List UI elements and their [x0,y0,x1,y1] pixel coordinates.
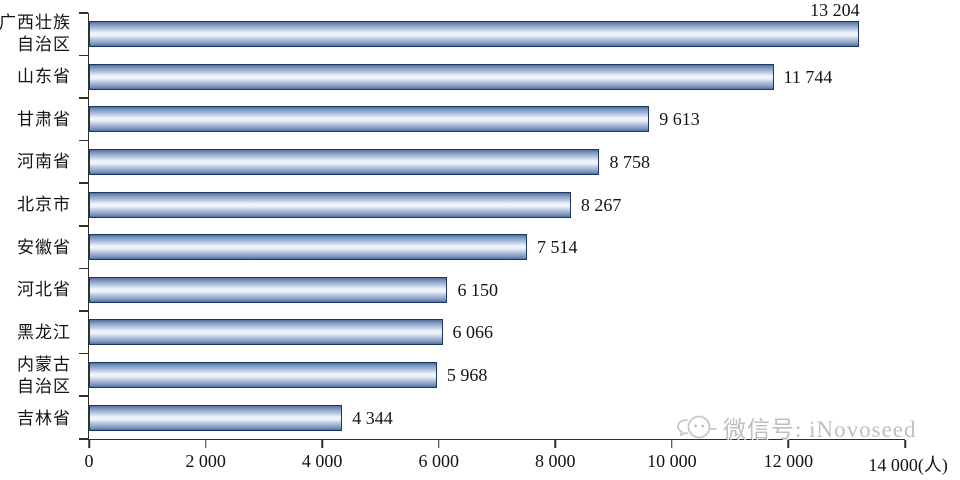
bar-value-label: 8 758 [609,152,650,173]
data-bar: 8 267 [89,191,621,218]
x-axis-tick-label: 6 000 [418,451,459,471]
category-label-line: 吉林省 [17,408,71,428]
category-label-line: 甘肃省 [17,109,71,129]
data-bar: 8 758 [89,149,650,176]
bar-row: 5 968 [89,354,905,397]
x-axis-tick [787,440,790,448]
category-label-line: 山东省 [17,66,71,86]
x-axis-tick-label: 4 000 [301,451,343,471]
y-axis-tick [79,54,88,57]
data-bar: 9 613 [89,106,700,133]
category-label-line: 广西壮族 [0,13,71,33]
bar-value-label: 11 744 [783,66,833,87]
category-label: 北京市 [0,184,80,227]
x-axis-tick-label: 14 000(人) [868,455,948,475]
bar-row: 11 744 [89,56,905,99]
category-label-line: 安徽省 [17,237,71,257]
category-label-line: 自治区 [17,35,71,55]
y-axis-tick [79,12,88,14]
y-axis-labels: 广西壮族 自治区 山东省 甘肃省 河南省 北京市 安徽省 河北省 黑龙江 内蒙古 自治区 吉林省 [0,13,80,440]
category-label: 吉林省 [0,397,80,440]
bar-value-label: 13 204 [810,0,860,21]
y-axis-tick [79,267,88,270]
category-label: 内蒙古 自治区 [0,355,80,398]
category-label-line: 内蒙古 [17,354,71,374]
bar-value-label: 5 968 [446,365,488,386]
data-bar: 7 514 [89,234,577,261]
bar-row: 7 514 [89,226,905,269]
y-axis-tick [79,225,88,227]
category-label: 河北省 [0,269,80,312]
bar-value-label: 6 150 [457,279,498,300]
bar-row: 13 204 [89,1,905,56]
category-label-line: 自治区 [17,376,71,396]
x-axis-tick [321,440,323,448]
bar-value-label: 6 066 [452,322,494,343]
category-label-line: 黑龙江 [17,323,71,343]
y-axis-tick [79,139,88,142]
y-axis-tick [79,438,88,440]
bar-row: 9 613 [89,98,905,141]
category-label: 黑龙江 [0,312,80,355]
x-axis-tick-label: 2 000 [185,451,226,471]
category-label-line: 北京市 [17,195,71,215]
y-axis-tick [79,395,88,397]
data-bar: 4 344 [89,404,393,431]
bar-row: 8 758 [89,141,905,184]
x-axis-tick [904,440,906,448]
category-label-line: 河北省 [17,280,71,300]
bar-value-label: 7 514 [536,237,578,258]
category-label: 河南省 [0,141,80,184]
category-label: 山东省 [0,56,80,99]
bar-value-label: 4 344 [352,407,393,428]
y-axis-tick [79,352,88,355]
category-label: 安徽省 [0,227,80,270]
category-label: 甘肃省 [0,98,80,141]
data-bar: 6 066 [89,319,493,346]
plot-area: 13 204 11 744 9 613 8 758 8 267 7 514 6 150 6 0… [79,1,948,475]
bar-value-label: 9 613 [659,109,700,130]
x-axis-tick-label: 8 000 [535,451,576,471]
y-axis-tick [79,182,88,184]
y-axis-tick [79,310,88,312]
x-axis-tick [204,440,207,448]
category-label: 广西壮族 自治区 [0,13,80,56]
x-axis-tick-label: 0 [84,451,94,471]
y-axis-tick [79,97,88,99]
x-axis-tick [88,440,90,448]
data-bar: 13 204 [89,1,860,48]
x-axis-tick [671,440,673,448]
bar-row: 4 344 [89,396,905,439]
x-axis-tick-label: 10 000 [647,451,697,471]
x-axis-tick-label: 12 000 [763,451,814,471]
data-bar: 5 968 [89,362,487,389]
x-axis-tick [437,440,440,448]
data-bar: 11 744 [89,63,832,90]
bar-row: 6 150 [89,269,905,312]
x-axis-tick [554,440,557,448]
category-label-line: 河南省 [17,152,71,172]
bar-row: 8 267 [89,183,905,226]
data-bar: 6 150 [89,276,498,303]
bar-value-label: 8 267 [580,194,622,215]
bar-row: 6 066 [89,311,905,354]
